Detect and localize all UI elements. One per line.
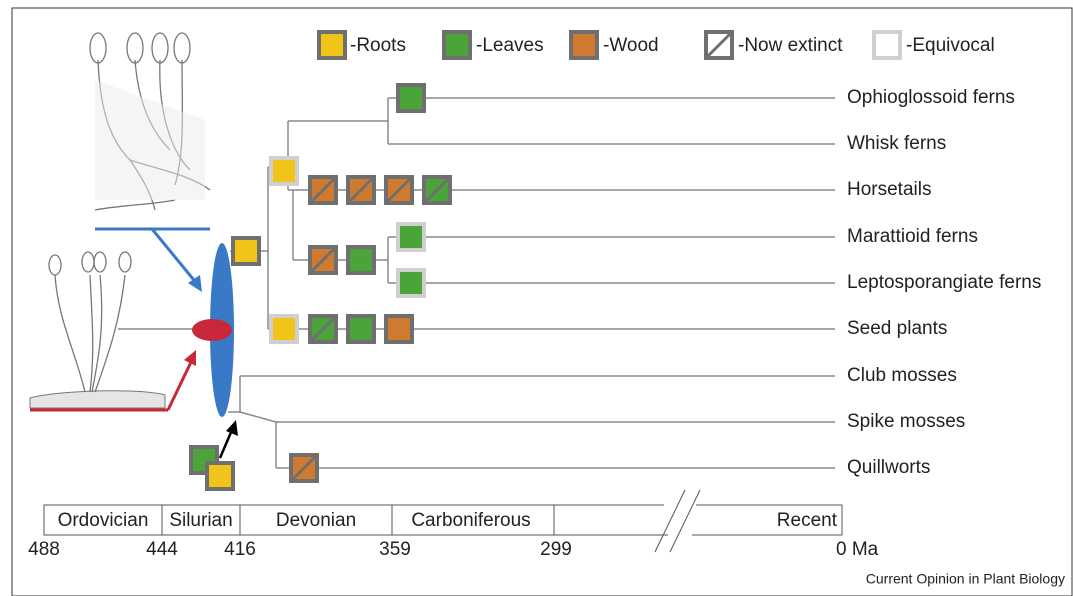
character-box [271, 316, 297, 342]
taxon-label: Whisk ferns [847, 133, 946, 154]
break-gap [660, 488, 700, 554]
character-box [233, 238, 259, 264]
legend-label: -Leaves [476, 35, 544, 56]
taxon-label: Leptosporangiate ferns [847, 272, 1041, 293]
character-box [271, 158, 297, 184]
character-box [319, 32, 345, 58]
character-box [398, 85, 424, 111]
period-label: Silurian [169, 510, 232, 531]
taxon-label: Quillworts [847, 457, 930, 478]
legend-label: -Wood [603, 35, 659, 56]
red-node [192, 319, 232, 341]
taxon-label: Horsetails [847, 179, 931, 200]
character-box [444, 32, 470, 58]
figure: -Roots -Leaves -Wood -Now extinct -Equiv… [0, 0, 1073, 596]
age-label: 299 [540, 539, 572, 560]
character-box [398, 270, 424, 296]
character-box [207, 463, 233, 489]
legend-label: -Now extinct [738, 35, 843, 56]
legend-label: -Roots [350, 35, 406, 56]
period-label: Recent [777, 510, 838, 531]
taxon-label: Marattioid ferns [847, 226, 978, 247]
character-box [348, 316, 374, 342]
character-box [348, 247, 374, 273]
character-box [398, 224, 424, 250]
character-box [874, 32, 900, 58]
taxon-label: Seed plants [847, 318, 947, 339]
legend-label: -Equivocal [906, 35, 995, 56]
period-label: Carboniferous [411, 510, 530, 531]
period-label: Ordovician [58, 510, 149, 531]
age-label: 0 Ma [836, 539, 879, 560]
age-label: 444 [146, 539, 178, 560]
age-label: 359 [379, 539, 411, 560]
age-label: 416 [224, 539, 256, 560]
age-label: 488 [28, 539, 60, 560]
taxon-label: Club mosses [847, 365, 957, 386]
period-label: Devonian [276, 510, 356, 531]
character-box [386, 316, 412, 342]
taxon-label: Ophioglossoid ferns [847, 87, 1015, 108]
taxon-label: Spike mosses [847, 411, 965, 432]
credit: Current Opinion in Plant Biology [866, 571, 1065, 587]
character-box [571, 32, 597, 58]
